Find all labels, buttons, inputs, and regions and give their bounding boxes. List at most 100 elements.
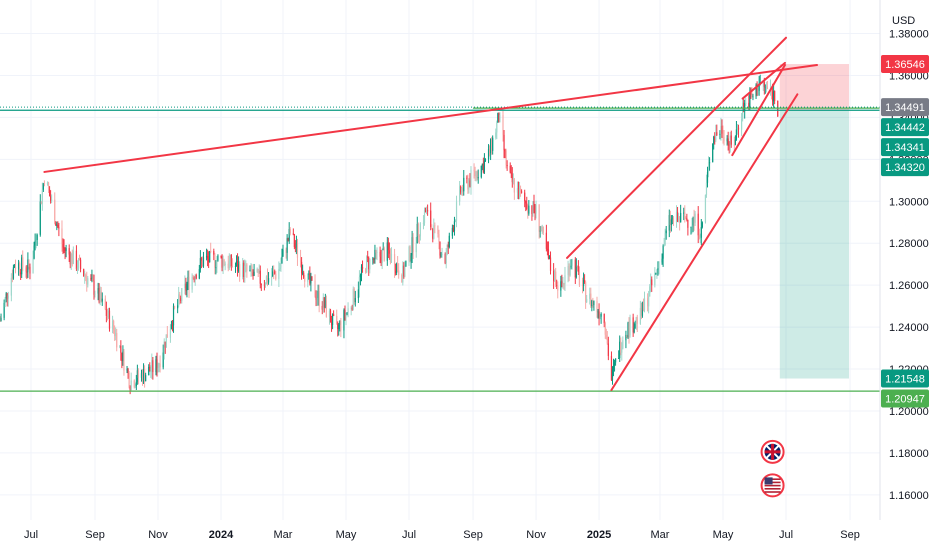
candle-body [438,234,440,242]
price-label: 1.34341 [881,138,929,157]
candle-body [367,256,369,258]
stop-loss-zone[interactable] [779,64,850,111]
candle-body [641,301,644,316]
candle-body [773,91,775,102]
candle-body [598,311,600,319]
y-tick-label: 1.28000 [889,238,929,250]
candle-body [172,305,175,326]
take-profit-zone[interactable] [779,110,850,379]
candle-body [229,255,231,261]
candle-body [101,298,103,302]
candle-body [487,149,490,160]
candle-body [687,219,689,228]
candle-body [607,343,609,356]
candle-body [728,143,730,146]
candle-body [133,380,135,388]
trendline-wedge-lower[interactable] [731,64,786,157]
candle-body [278,269,280,279]
candle-body [323,297,325,308]
candle-body [257,269,259,274]
candle-body [398,270,400,276]
candle-body [62,244,64,248]
candle-body [697,213,699,236]
candle-body [650,279,652,287]
event-markers[interactable] [760,439,785,498]
candle-body [69,254,71,265]
candle-body [422,222,425,224]
short-position-tool[interactable] [779,64,850,379]
candle-body [98,288,100,303]
candle-body [619,341,621,359]
candle-body [126,369,128,371]
candle-body [516,188,519,193]
candle-body [736,127,739,130]
us-flag-icon[interactable] [760,473,785,498]
candle-body [304,277,306,282]
candle-body [683,212,685,214]
candle-body [157,367,159,372]
drawings[interactable] [0,36,880,392]
candle-body [331,314,334,326]
candle-body [162,352,164,368]
candle-body [22,257,24,268]
candle-body [589,293,591,299]
candle-body [719,133,721,135]
candle-body [208,258,210,262]
candle-body [223,259,225,266]
candle-body [346,312,348,314]
candle-body [541,226,543,231]
candle-body [86,277,88,285]
y-tick-label: 1.30000 [889,196,929,208]
candle-body [185,283,187,291]
candle-body [528,205,530,214]
candle-body [546,248,549,250]
uk-flag-icon[interactable] [760,439,785,464]
candle-body [372,258,374,260]
candle-body [649,286,651,297]
candle-body [295,243,298,248]
candle-body [549,257,552,271]
candle-body [121,352,123,362]
candle-body [12,267,15,279]
candle-body [386,242,388,261]
candle-body [311,276,313,281]
candle-body [540,230,542,232]
candle-body [256,269,258,272]
candle-body [379,251,381,257]
candle-body [612,365,615,370]
candle-body [180,297,182,301]
trendline-channel-bottom[interactable] [610,93,799,391]
candle-body [0,317,2,321]
candle-body [455,201,458,221]
trendline-channel-top[interactable] [566,36,788,259]
candle-body [454,220,457,222]
candle-body [452,227,455,231]
candle-body [635,317,637,324]
candle-body [148,366,150,376]
candle-body [140,373,143,378]
candle-body [177,305,179,309]
candle-body [461,188,463,193]
candle-body [393,254,396,271]
candle-body [299,257,302,262]
time-axis[interactable]: Jul Sep Nov 2024 Mar May Jul Sep Nov 2025 Mar May Ju… [24,529,860,541]
candle-body [120,345,122,353]
candle-body [680,213,682,223]
candle-body [127,369,129,374]
candle-body [726,138,728,142]
candle-body [282,249,284,257]
candle-body [764,86,766,88]
trendline-upper-resistance[interactable] [43,64,818,173]
candle-body [134,386,136,388]
candle-body [577,266,580,272]
candle-body [647,298,649,307]
candle-body [466,177,468,179]
candle-body [129,387,131,390]
candle-body [664,233,666,245]
trendline-wedge-upper[interactable] [741,61,786,100]
candle-body [581,284,584,287]
candle-body [249,269,251,271]
candle-body [19,263,21,273]
candle-body [713,136,715,144]
